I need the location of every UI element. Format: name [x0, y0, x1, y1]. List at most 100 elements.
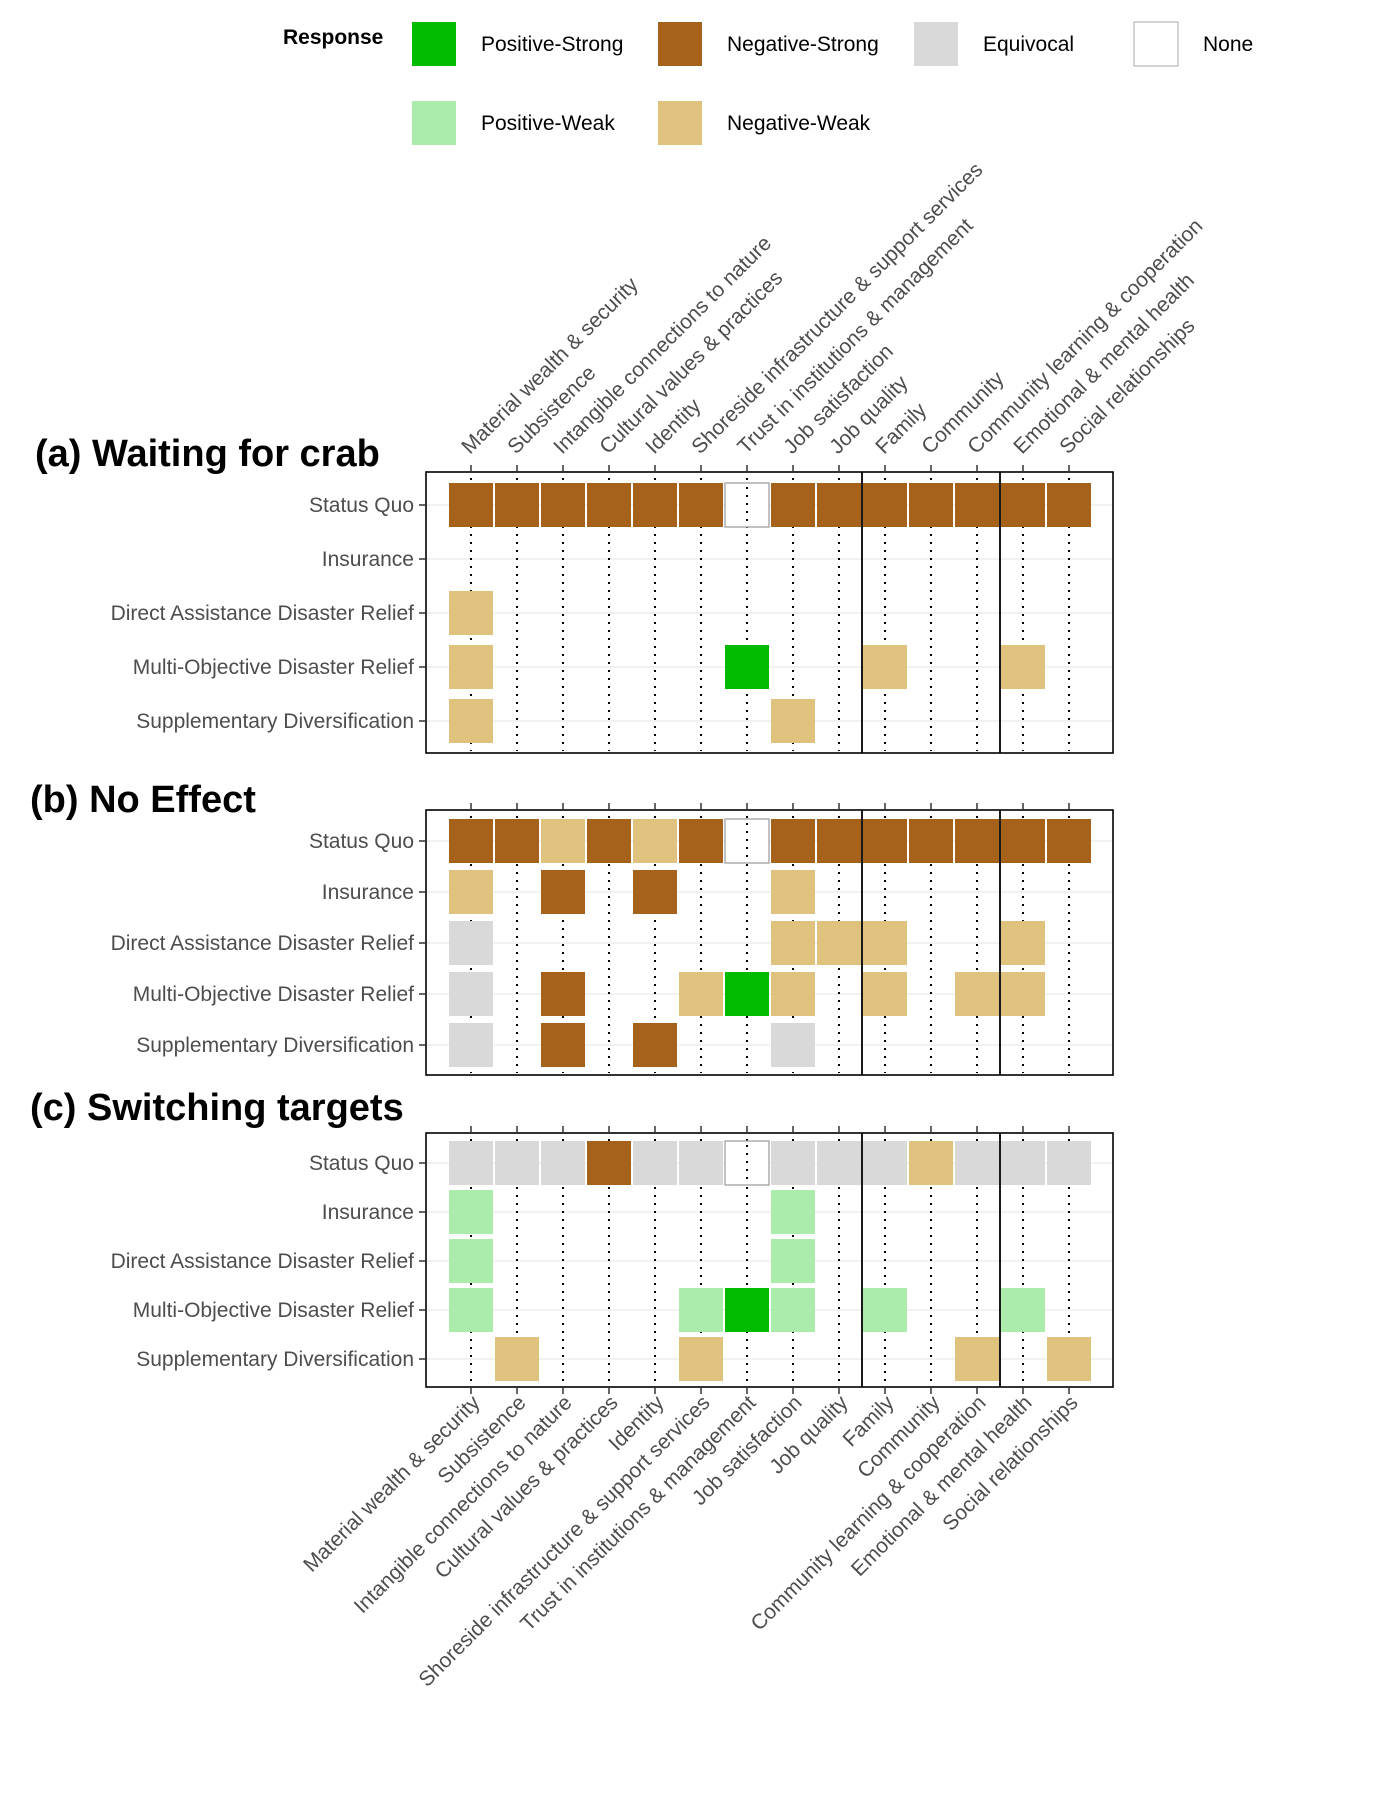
- cell: [955, 819, 999, 863]
- cell: [955, 1337, 999, 1381]
- cell: [449, 1190, 493, 1234]
- cell: [541, 870, 585, 914]
- cell: [863, 921, 907, 965]
- top-axis-labels: Material wealth & securitySubsistenceInt…: [457, 158, 1207, 458]
- cell: [449, 645, 493, 689]
- cell: [909, 819, 953, 863]
- cell: [449, 591, 493, 635]
- cell: [1001, 1141, 1045, 1185]
- legend-item-negative-strong: Negative-Strong: [658, 22, 879, 66]
- legend-label: None: [1203, 33, 1253, 56]
- cell: [771, 699, 815, 743]
- cell: [817, 819, 861, 863]
- legend-item-none: None: [1133, 21, 1253, 67]
- cell: [1001, 645, 1045, 689]
- cell: [771, 1288, 815, 1332]
- cell: [679, 1288, 723, 1332]
- legend-title: Response: [283, 26, 383, 49]
- cell: [1001, 483, 1045, 527]
- panel-b: (b) No Effect Status Quo Insurance Direct A…: [30, 779, 1114, 1076]
- bottom-axis-labels: Material wealth & securitySubsistenceInt…: [299, 1391, 1082, 1692]
- legend-item-negative-weak: Negative-Weak: [658, 101, 871, 145]
- row-label: Insurance: [322, 881, 414, 904]
- cell: [725, 645, 769, 689]
- panel-title: (c) Switching targets: [30, 1087, 404, 1129]
- cell: [541, 819, 585, 863]
- cell: [771, 1141, 815, 1185]
- panel-c: (c) Switching targets Status Quo Insurance…: [30, 1087, 1114, 1394]
- cell: [863, 819, 907, 863]
- cell: [679, 1337, 723, 1381]
- cell: [495, 819, 539, 863]
- legend-swatch: [1133, 21, 1179, 67]
- row-label: Direct Assistance Disaster Relief: [111, 602, 415, 625]
- cell: [771, 921, 815, 965]
- cell: [725, 1288, 769, 1332]
- cell: [633, 1141, 677, 1185]
- legend-swatch: [914, 22, 958, 66]
- x-tick-label-top: Emotional & mental health: [1009, 269, 1199, 459]
- panel-title: (b) No Effect: [30, 779, 256, 821]
- legend-swatch: [412, 22, 456, 66]
- cell: [495, 1337, 539, 1381]
- cell: [863, 645, 907, 689]
- cell: [449, 699, 493, 743]
- row-label: Status Quo: [309, 1152, 414, 1175]
- cell: [817, 1141, 861, 1185]
- cell: [449, 921, 493, 965]
- legend-label: Positive-Weak: [481, 112, 615, 135]
- legend-swatch: [658, 22, 702, 66]
- cell: [541, 972, 585, 1016]
- cell: [633, 483, 677, 527]
- cell: [771, 819, 815, 863]
- cell: [449, 972, 493, 1016]
- cell: [1047, 819, 1091, 863]
- legend-label: Positive-Strong: [481, 33, 623, 56]
- cell: [1001, 1288, 1045, 1332]
- cell: [1047, 483, 1091, 527]
- cell: [863, 1288, 907, 1332]
- cell: [955, 1141, 999, 1185]
- row-label: Supplementary Diversification: [136, 1348, 414, 1371]
- row-label: Supplementary Diversification: [136, 1034, 414, 1057]
- cell: [1001, 972, 1045, 1016]
- cell: [863, 972, 907, 1016]
- cell: [679, 483, 723, 527]
- row-label: Insurance: [322, 548, 414, 571]
- cell: [863, 483, 907, 527]
- cell: [541, 1023, 585, 1067]
- cell: [1001, 921, 1045, 965]
- row-label: Multi-Objective Disaster Relief: [133, 1299, 414, 1322]
- cell: [449, 1023, 493, 1067]
- cell: [909, 1141, 953, 1185]
- row-label: Insurance: [322, 1201, 414, 1224]
- cell: [449, 1288, 493, 1332]
- cell: [725, 972, 769, 1016]
- cell: [1047, 1141, 1091, 1185]
- legend-item-equivocal: Equivocal: [914, 22, 1074, 66]
- cell: [449, 1239, 493, 1283]
- legend-swatch: [658, 101, 702, 145]
- cell: [771, 1023, 815, 1067]
- cell: [955, 972, 999, 1016]
- row-label: Direct Assistance Disaster Relief: [111, 1250, 415, 1273]
- row-label: Supplementary Diversification: [136, 710, 414, 733]
- cell: [909, 483, 953, 527]
- cell: [771, 1239, 815, 1283]
- row-label: Direct Assistance Disaster Relief: [111, 932, 415, 955]
- cell: [633, 819, 677, 863]
- cell: [541, 1141, 585, 1185]
- legend-label: Negative-Strong: [727, 33, 879, 56]
- cell: [817, 483, 861, 527]
- cell: [679, 972, 723, 1016]
- cell: [495, 483, 539, 527]
- cell: [449, 483, 493, 527]
- cell: [495, 1141, 539, 1185]
- cell: [587, 483, 631, 527]
- cell: [1047, 1337, 1091, 1381]
- cell: [679, 819, 723, 863]
- cell: [449, 819, 493, 863]
- legend: Response Positive-Strong Negative-Strong Eq…: [283, 21, 1253, 145]
- cell: [771, 1190, 815, 1234]
